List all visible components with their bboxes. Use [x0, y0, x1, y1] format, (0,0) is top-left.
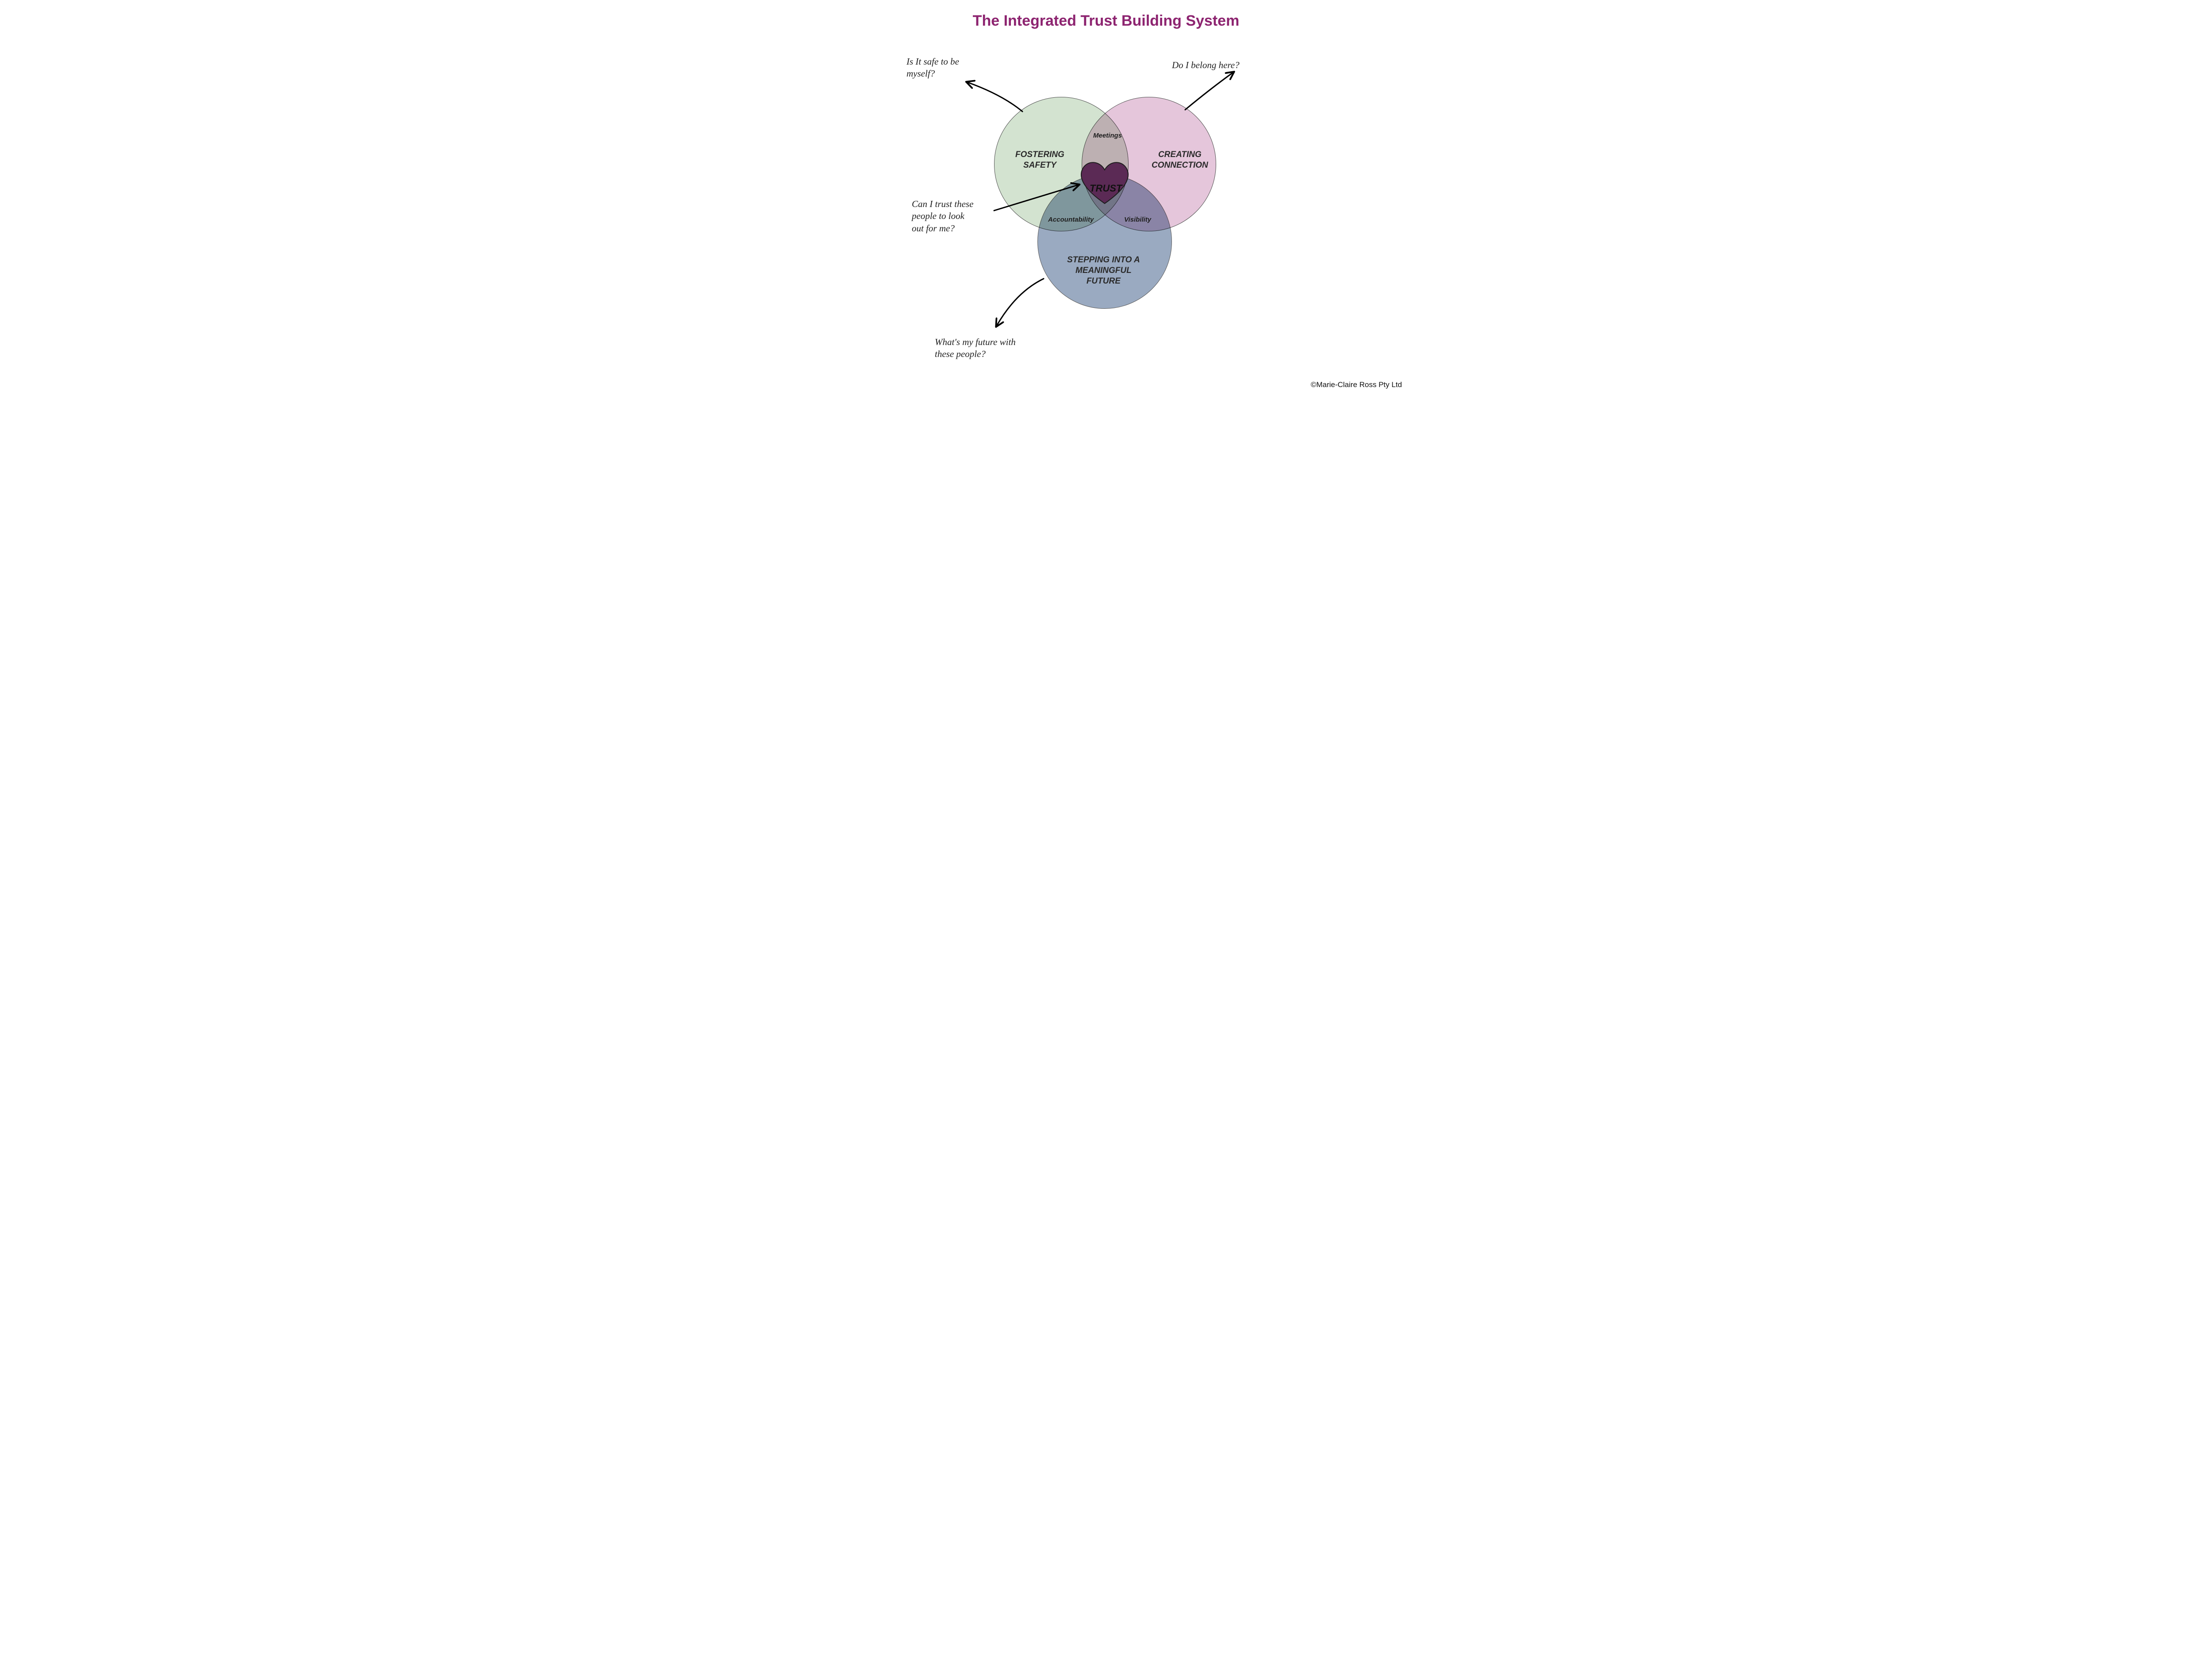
- circle-label-safety: FOSTERING SAFETY: [1015, 150, 1064, 171]
- diagram-stage: The Integrated Trust Building System TRU…: [804, 0, 1408, 393]
- circle-label-connection: CREATING CONNECTION: [1152, 150, 1208, 171]
- arrow-safety: [968, 82, 1022, 111]
- arrow-future: [997, 279, 1044, 326]
- callout-future: What's my future with these people?: [935, 336, 1016, 361]
- callout-trust: Can I trust these people to look out for…: [912, 198, 973, 234]
- circle-label-future: STEPPING INTO A MEANINGFUL FUTURE: [1067, 255, 1140, 286]
- copyright: ©Marie-Claire Ross Pty Ltd: [1311, 380, 1402, 389]
- callout-safety: Is It safe to be myself?: [906, 56, 959, 80]
- callout-connection: Do I belong here?: [1172, 59, 1240, 71]
- overlap-label-visibility: Visibility: [1124, 216, 1151, 223]
- arrow-connection: [1185, 73, 1233, 110]
- overlap-label-meetings: Meetings: [1093, 132, 1122, 139]
- trust-label: TRUST: [1090, 183, 1122, 194]
- trust-heart: [1076, 157, 1133, 207]
- overlap-label-accountability: Accountability: [1048, 216, 1094, 223]
- page-title: The Integrated Trust Building System: [804, 12, 1408, 30]
